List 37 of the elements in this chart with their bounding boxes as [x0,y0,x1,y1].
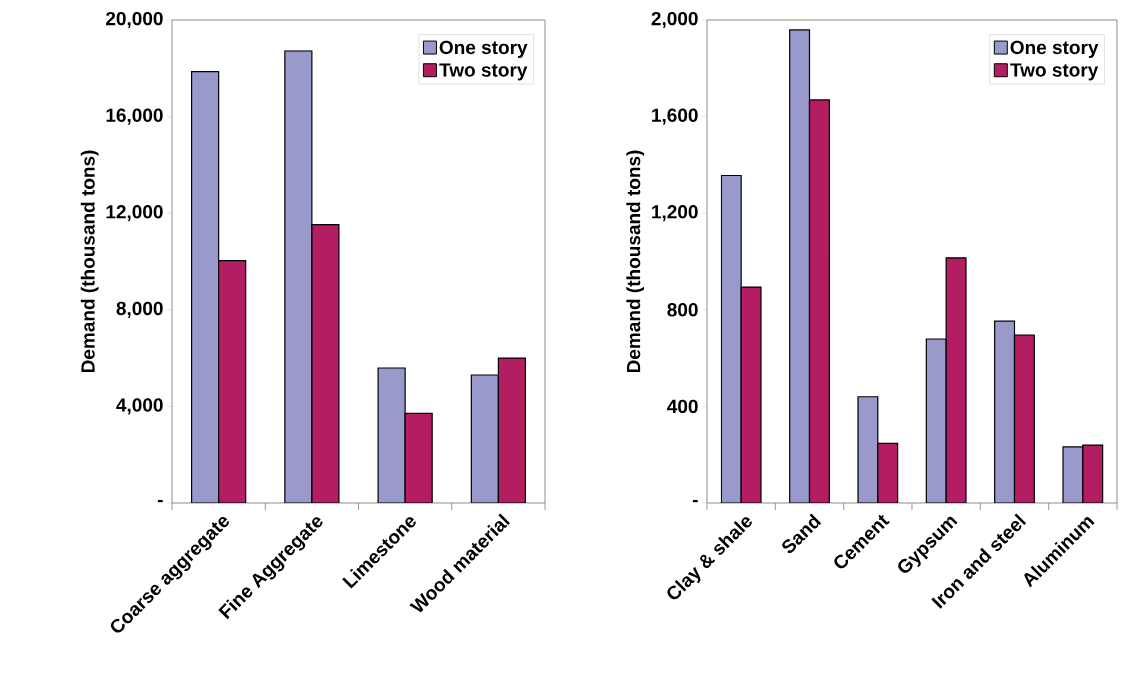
y-tick-label: 20,000 [106,11,163,29]
bar [857,396,879,503]
bar [925,338,947,503]
bar [1013,334,1035,503]
bar [404,412,433,503]
bar [789,29,811,503]
y-tick-label: 400 [667,399,698,414]
y-tick-label: 8,000 [116,301,163,318]
y-tick-label: 12,000 [106,205,163,222]
legend-label: One story [439,40,528,58]
legend-label: Two story [1010,63,1099,81]
y-tick-label: - [157,499,163,503]
bar [190,71,220,503]
bar [218,259,247,503]
y-tick-label: 1,200 [652,205,698,222]
bar [497,357,527,503]
y-tick-label: 2,000 [651,11,698,29]
y-tick-label: - [692,499,698,503]
bar [877,442,899,503]
bar [945,257,967,503]
bar [311,223,340,503]
y-tick-label: 4,000 [116,398,163,415]
bar [720,174,742,503]
bar [994,320,1016,503]
bar [470,374,499,503]
bar [808,99,830,503]
bar [284,50,313,503]
y-axis-title: Demand (thousand tons) [626,150,645,373]
y-tick-label: 800 [667,303,698,317]
y-tick-label: 16,000 [106,108,163,125]
legend-label: Two story [439,63,528,81]
bar [1082,444,1104,503]
bar [377,367,406,503]
y-tick-label: 1,600 [652,108,698,125]
y-axis-title: Demand (thousand tons) [80,150,99,373]
legend-label: One story [1010,40,1099,58]
bar [740,286,762,503]
